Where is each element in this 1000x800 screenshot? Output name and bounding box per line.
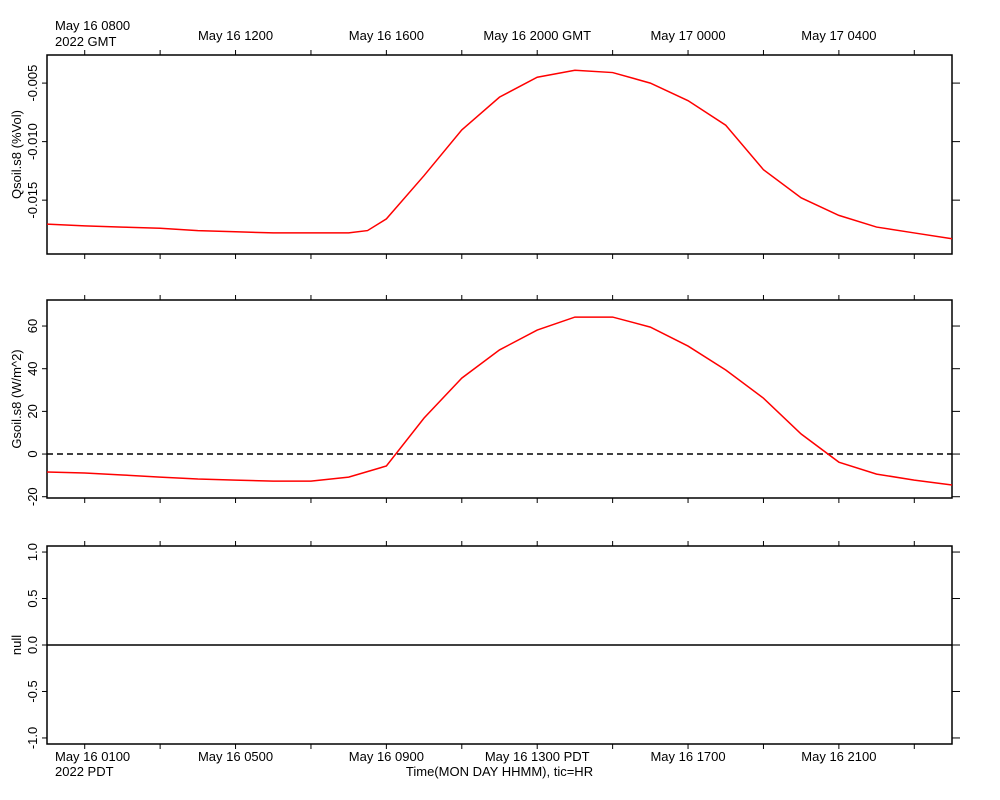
data-line <box>46 69 953 240</box>
plot-frame <box>46 299 953 499</box>
y-axis-label: Qsoil.s8 (%Vol) <box>9 110 24 199</box>
y-tick-label: -0.5 <box>25 680 40 702</box>
x-tick-label: May 16 1300 PDT <box>485 749 590 764</box>
y-tick-label: -20 <box>25 487 40 506</box>
y-tick-label: 0 <box>25 450 40 457</box>
x-tick-label: May 16 2100 <box>801 749 876 764</box>
x-tick-label: May 17 0000 <box>650 28 725 43</box>
y-tick-label: 0.5 <box>25 589 40 607</box>
x-tick-label: May 16 1700 <box>650 749 725 764</box>
data-line <box>46 316 953 486</box>
x-tick-label: May 16 0900 <box>349 749 424 764</box>
x-tick-label: May 17 0400 <box>801 28 876 43</box>
x-axis-label: Time(MON DAY HHMM), tic=HR <box>406 764 593 779</box>
x-tick-label: May 16 1600 <box>349 28 424 43</box>
y-tick-label: -0.015 <box>25 182 40 219</box>
x-tick-label: May 16 0100 <box>55 749 130 764</box>
x-tick-label: May 16 0800 <box>55 18 130 33</box>
y-tick-label: -0.010 <box>25 123 40 160</box>
x-note: 2022 PDT <box>55 764 114 779</box>
y-tick-label: -0.005 <box>25 65 40 102</box>
y-tick-label: 20 <box>25 404 40 418</box>
y-tick-label: 60 <box>25 319 40 333</box>
y-axis-label: null <box>9 635 24 655</box>
plot-frame <box>46 54 953 255</box>
x-tick-label: May 16 0500 <box>198 749 273 764</box>
x-tick-label: May 16 1200 <box>198 28 273 43</box>
y-tick-label: 0.0 <box>25 636 40 654</box>
x-tick-label: May 16 2000 GMT <box>483 28 591 43</box>
y-axis-label: Gsoil.s8 (W/m^2) <box>9 349 24 448</box>
y-tick-label: -1.0 <box>25 727 40 749</box>
y-tick-label: 1.0 <box>25 543 40 561</box>
y-tick-label: 40 <box>25 361 40 375</box>
x-note: 2022 GMT <box>55 34 116 49</box>
